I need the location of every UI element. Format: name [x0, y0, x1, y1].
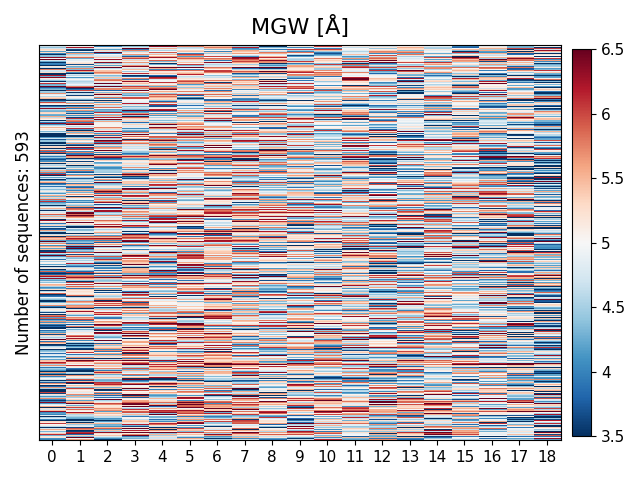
Title: MGW [Å]: MGW [Å]	[251, 15, 349, 38]
Y-axis label: Number of sequences: 593: Number of sequences: 593	[15, 130, 33, 355]
